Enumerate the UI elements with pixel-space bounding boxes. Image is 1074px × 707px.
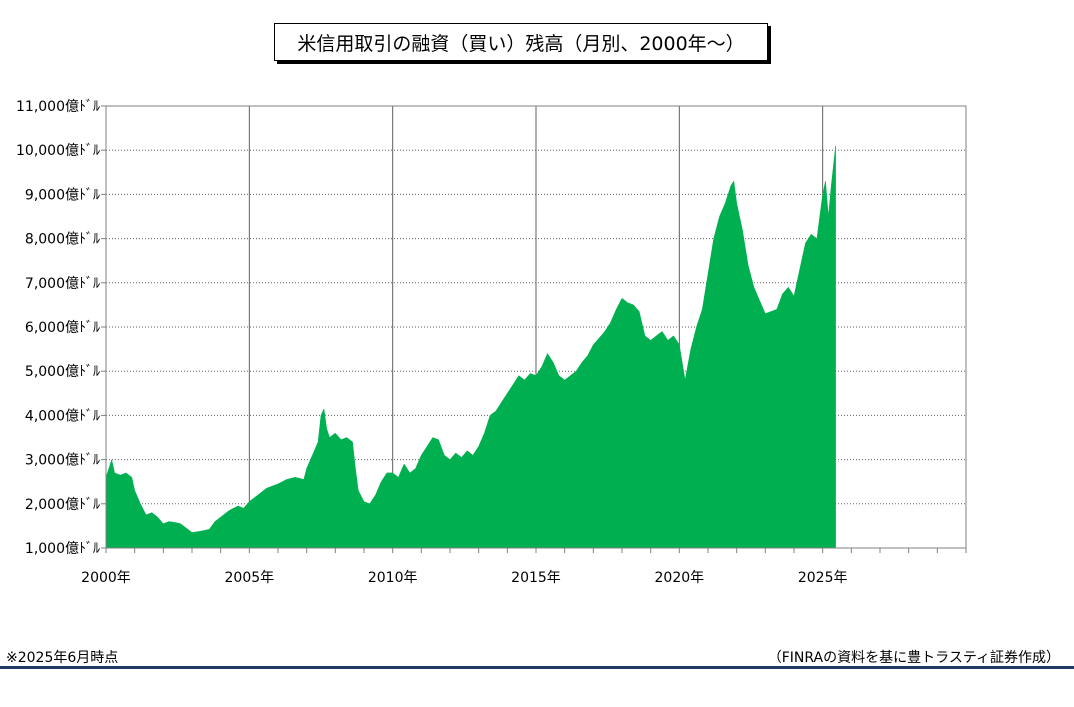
x-tick-label: 2010年: [368, 570, 418, 586]
source-note: （FINRAの資料を基に豊トラスティ証券作成）: [767, 650, 1060, 666]
y-tick-label: 9,000億ﾄﾞﾙ: [25, 187, 100, 203]
y-tick-label: 3,000億ﾄﾞﾙ: [25, 453, 100, 469]
y-tick-label: 7,000億ﾄﾞﾙ: [25, 276, 100, 292]
x-tick-label: 2020年: [655, 570, 705, 586]
area-series: [105, 145, 836, 549]
footnote: ※2025年6月時点: [6, 650, 119, 666]
y-tick-label: 10,000億ﾄﾞﾙ: [16, 143, 100, 159]
y-tick-label: 6,000億ﾄﾞﾙ: [25, 320, 100, 336]
x-tick-label: 2025年: [798, 570, 848, 586]
y-axis-ticks: 1,000億ﾄﾞﾙ 2,000億ﾄﾞﾙ 3,000億ﾄﾞﾙ 4,000億ﾄﾞﾙ 5,00…: [16, 99, 106, 557]
x-tick-label: 2015年: [511, 570, 561, 586]
y-tick-label: 2,000億ﾄﾞﾙ: [25, 497, 100, 513]
x-tick-label: 2000年: [81, 570, 131, 586]
y-tick-label: 8,000億ﾄﾞﾙ: [25, 232, 100, 248]
margin-debt-area: [105, 145, 836, 549]
y-tick-label: 1,000億ﾄﾞﾙ: [25, 541, 100, 557]
y-tick-label: 11,000億ﾄﾞﾙ: [16, 99, 100, 115]
x-tick-label: 2005年: [225, 570, 275, 586]
x-axis-ticks: 2000年 2005年 2010年 2015年 2020年 2025年: [81, 548, 967, 586]
y-tick-label: 5,000億ﾄﾞﾙ: [25, 364, 100, 380]
bottom-rule: [0, 666, 1074, 669]
chart-title: 米信用取引の融資（買い）残高（月別、2000年〜）: [274, 23, 768, 61]
y-tick-label: 4,000億ﾄﾞﾙ: [25, 408, 100, 424]
